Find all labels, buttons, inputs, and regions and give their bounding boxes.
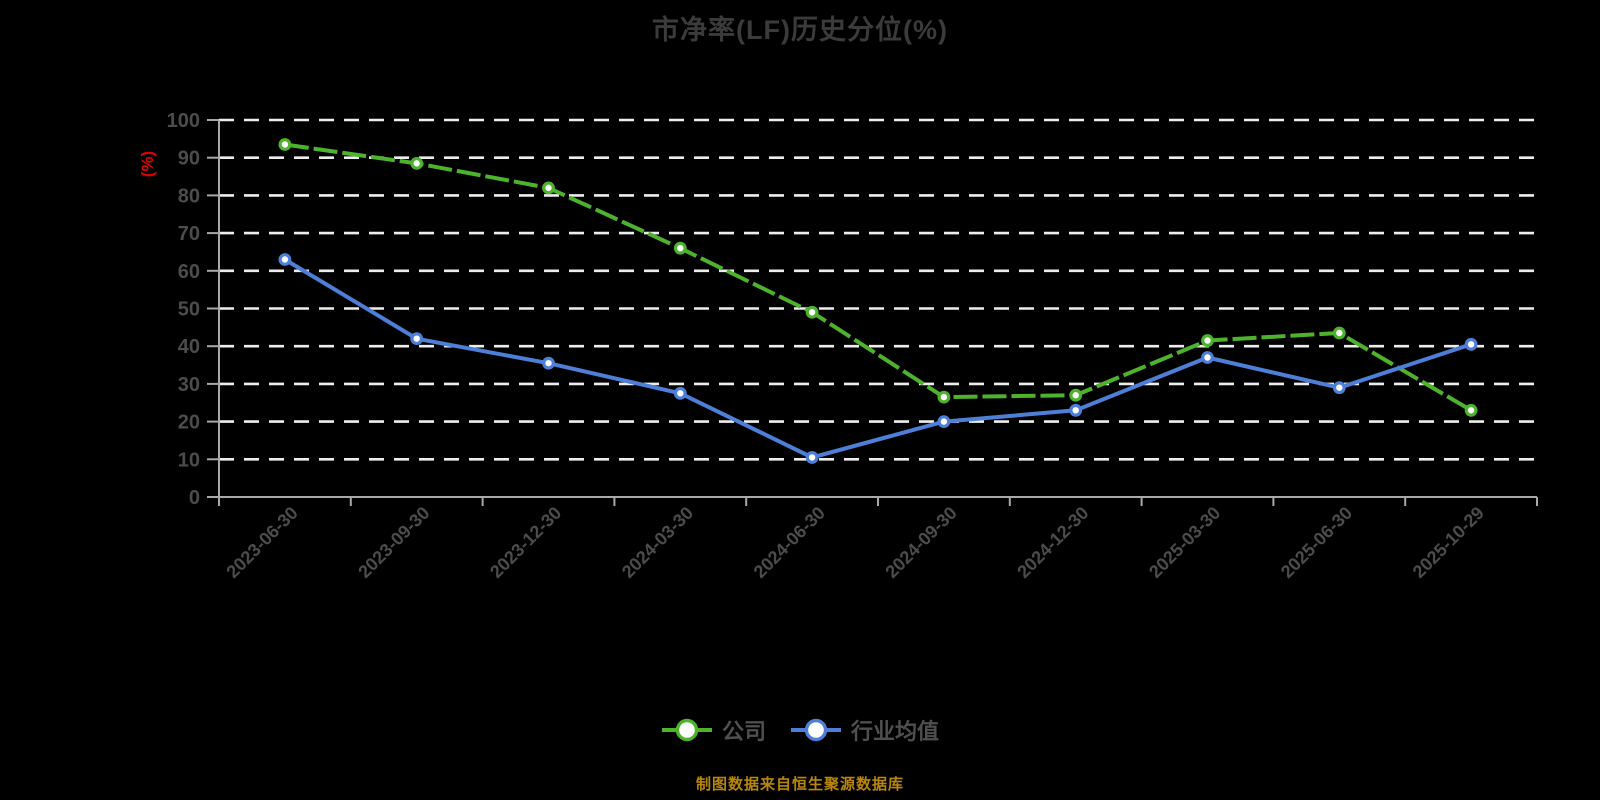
y-tick-label: 90	[178, 148, 200, 170]
data-source-note: 制图数据来自恒生聚源数据库	[695, 776, 904, 793]
data-point[interactable]	[410, 332, 424, 346]
data-point[interactable]	[1332, 381, 1346, 395]
y-tick-label: 0	[189, 487, 200, 509]
series-line-company	[284, 142, 1473, 413]
y-tick-label: 50	[178, 299, 200, 321]
industry-average-legend-label: 行业均值	[851, 719, 940, 744]
x-tick-label: 2025-03-30	[1145, 503, 1224, 582]
data-point[interactable]	[542, 181, 555, 195]
x-tick-label: 2024-03-30	[618, 503, 697, 582]
data-point[interactable]	[1201, 351, 1214, 364]
data-point[interactable]	[1201, 334, 1214, 347]
y-tick-label: 10	[178, 449, 200, 471]
chart-title: 市净率(LF)历史分位(%)	[652, 15, 948, 45]
y-tick-label: 100	[167, 110, 200, 132]
series-line-industry-average	[283, 257, 1472, 460]
legend-item-company[interactable]: 公司	[661, 714, 766, 746]
company-legend-symbol	[661, 718, 712, 742]
data-point[interactable]	[542, 356, 555, 370]
data-point[interactable]	[937, 415, 951, 429]
data-point[interactable]	[937, 390, 951, 404]
y-tick-label: 80	[178, 185, 200, 207]
y-tick-label: 30	[178, 374, 200, 396]
y-axis-unit-label: (%)	[138, 151, 157, 177]
x-tick-label: 2024-06-30	[750, 503, 829, 582]
data-point[interactable]	[1069, 388, 1083, 402]
data-point[interactable]	[1464, 403, 1478, 417]
data-point[interactable]	[805, 305, 819, 319]
y-tick-label: 40	[178, 336, 200, 358]
x-tick-label: 2023-12-30	[486, 503, 565, 582]
y-tick-label: 20	[178, 412, 200, 434]
industry-average-legend-symbol	[791, 718, 841, 742]
y-tick-label: 60	[178, 261, 200, 283]
data-point[interactable]	[278, 138, 292, 151]
legend-item-industry-average[interactable]: 行业均值	[790, 714, 939, 746]
data-point[interactable]	[410, 156, 424, 170]
x-tick-label: 2023-09-30	[354, 503, 433, 582]
data-point[interactable]	[278, 253, 292, 266]
company-legend-label: 公司	[721, 719, 766, 744]
x-tick-label: 2025-10-29	[1409, 503, 1488, 582]
data-point[interactable]	[1464, 337, 1478, 351]
data-point[interactable]	[1332, 326, 1346, 340]
x-tick-label: 2024-12-30	[1013, 503, 1092, 582]
x-tick-label: 2025-06-30	[1277, 503, 1356, 582]
data-point[interactable]	[805, 451, 819, 464]
data-point[interactable]	[1069, 403, 1083, 417]
x-tick-label: 2023-06-30	[222, 503, 301, 582]
y-tick-label: 70	[178, 223, 200, 245]
data-point[interactable]	[673, 386, 687, 400]
x-tick-label: 2024-09-30	[881, 503, 960, 582]
legend: 公司 行业均值	[0, 714, 1600, 746]
data-point[interactable]	[673, 241, 687, 255]
